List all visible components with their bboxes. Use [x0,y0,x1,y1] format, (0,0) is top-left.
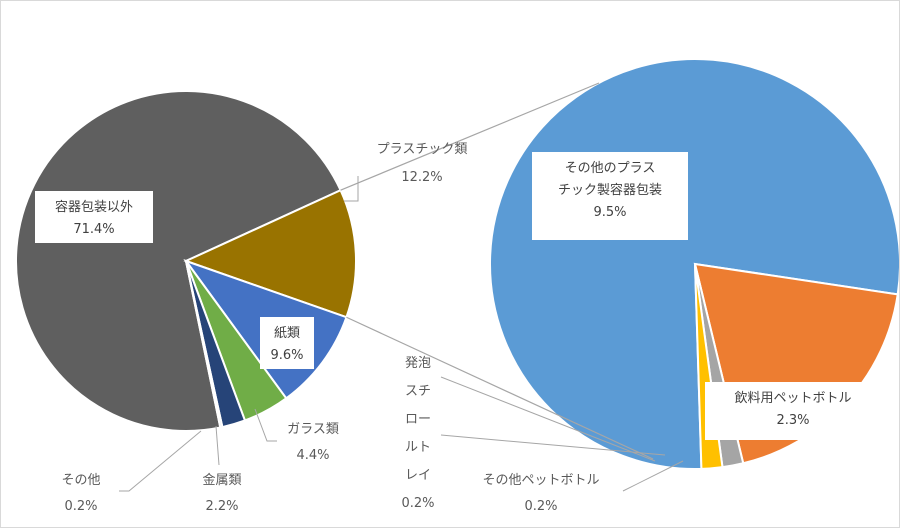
label-slice-0-text: 71.4% [73,222,114,237]
leader-line-slice-1 [344,176,359,202]
leader-lines [119,176,684,492]
label-right-slice-3-text: 0.2% [401,496,434,511]
left-pie [15,89,357,432]
left-pie-slice-5 [185,260,224,429]
label-slice-5-text: その他 [61,473,100,488]
label-slice-1-text: プラスチック類 [377,142,468,157]
label-right-slice-0-text: チック製容器包装 [558,182,662,198]
label-slice-1: プラスチック類 12.2% [377,142,468,185]
connector-line-top [340,82,600,191]
leader-line-slice-4 [215,425,220,466]
label-slice-0-text: 容器包装以外 [55,199,133,215]
label-right-slice-3-text: レイ [405,468,431,483]
label-slice-2-text: 紙類 [274,326,300,341]
connector-line-bottom [346,316,654,460]
label-right-slice-1: 飲料用ペットボトル 2.3% [705,382,881,440]
label-slice-3-text: 4.4% [296,448,329,463]
label-slice-3-text: ガラス類 [287,422,339,437]
label-right-slice-1-box [705,382,881,440]
label-right-slice-0-text: その他のプラス [565,161,656,176]
label-right-slice-2-text: 0.2% [524,499,557,514]
label-right-slice-0-box [532,152,688,240]
leader-line-slice-3 [254,408,277,442]
left-pie-slice-1 [183,188,357,319]
leader-line-right-slice-2 [622,460,684,492]
label-right-slice-3-text: ロー [405,412,431,427]
label-slice-4: 金属類 2.2% [202,472,241,514]
label-slice-2: 紙類 9.6% [260,317,314,369]
label-right-slice-2: その他ペットボトル 0.2% [482,473,599,514]
leader-line-slice-5 [119,430,202,492]
leader-line-right-slice-3-b [440,434,666,456]
label-slice-1-text: 12.2% [401,170,442,185]
label-right-slice-2-text: その他ペットボトル [482,473,599,488]
label-slice-5-text: 0.2% [64,499,97,514]
label-right-slice-3-text: ルト [405,440,431,455]
label-slice-2-box [260,317,314,369]
label-slice-5: その他 0.2% [61,473,100,514]
label-right-slice-3-text: 発泡 [405,356,431,371]
leader-line-right-slice-3-a [440,376,656,462]
label-slice-4-text: 金属類 [202,472,241,488]
label-slice-3: ガラス類 4.4% [287,422,339,463]
data-labels: 容器包装以外 71.4% プラスチック類 12.2% 紙類 9.6% ガラス類 4.4% 金属類… [35,142,881,514]
label-slice-0: 容器包装以外 71.4% [35,191,153,243]
label-slice-0-box [35,191,153,243]
left-pie-slice-0 [15,89,342,432]
label-right-slice-1-text: 2.3% [776,413,809,428]
pie-connector-lines [340,82,654,460]
label-slice-2-text: 9.6% [270,348,303,363]
label-right-slice-1-text: 飲料用ペットボトル [734,390,851,406]
label-right-slice-3-text: スチ [405,384,431,399]
label-right-slice-0-text: 9.5% [593,205,626,220]
label-slice-4-text: 2.2% [205,499,238,514]
